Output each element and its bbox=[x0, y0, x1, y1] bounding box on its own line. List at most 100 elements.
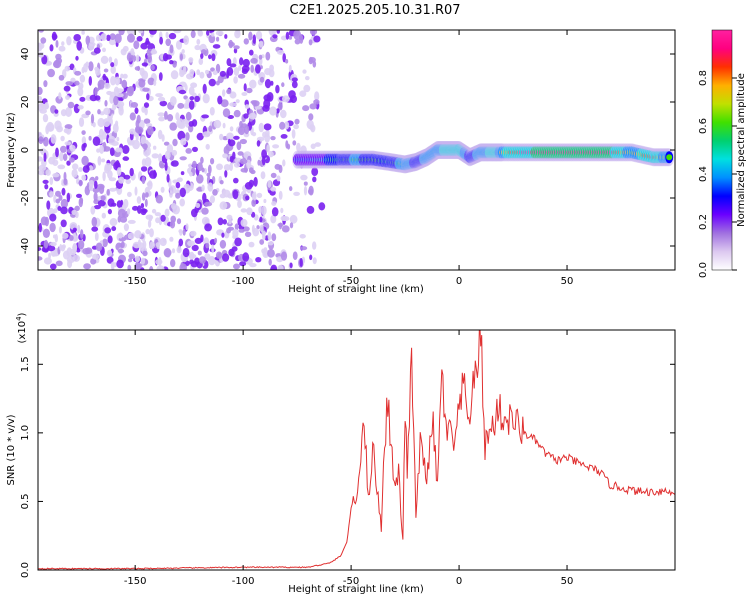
heatmap-noise-cell bbox=[100, 195, 106, 201]
heatmap-noise-cell bbox=[215, 80, 220, 86]
heatmap-noise-cell bbox=[107, 235, 113, 244]
heatmap-noise-cell bbox=[102, 47, 106, 53]
heatmap-noise-cell bbox=[185, 223, 189, 231]
heatmap-noise-cell bbox=[90, 258, 97, 265]
heatmap-noise-cell bbox=[94, 86, 98, 97]
heatmap-noise-cell bbox=[255, 257, 262, 263]
heatmap-noise-cell bbox=[104, 227, 112, 234]
heatmap-noise-cell bbox=[294, 38, 301, 45]
heatmap-noise-cell bbox=[271, 233, 277, 242]
heatmap-noise-cell bbox=[38, 256, 43, 261]
heatmap-noise-cell bbox=[94, 180, 98, 189]
heatmap-noise-cell bbox=[79, 96, 86, 102]
heatmap-noise-cell bbox=[38, 42, 43, 52]
heatmap-noise-cell bbox=[179, 230, 183, 236]
heatmap-noise-cell bbox=[256, 225, 260, 230]
snr-y-tick-label: 0.0 bbox=[20, 562, 31, 578]
heatmap-noise-cell bbox=[44, 184, 49, 190]
heatmap-noise-cell bbox=[51, 252, 60, 257]
heatmap-noise-cell bbox=[234, 223, 239, 231]
snr-y-ticks: 0.0 0.5 1.0 1.5 bbox=[20, 356, 675, 578]
heatmap-noise-cell bbox=[137, 65, 140, 72]
heatmap-noise-cell bbox=[159, 36, 164, 45]
heatmap-noise-cell bbox=[313, 99, 320, 105]
heatmap-noise-cell bbox=[308, 56, 313, 65]
heatmap-noise-cell bbox=[127, 264, 132, 270]
heatmap-noise-cell bbox=[267, 248, 275, 258]
heatmap-noise-cell bbox=[157, 96, 166, 102]
heatmap-noise-cell bbox=[145, 192, 149, 198]
heatmap-noise-cell bbox=[158, 116, 166, 122]
heatmap-noise-cell bbox=[179, 198, 185, 207]
heatmap-noise-cell bbox=[176, 118, 185, 129]
heatmap-noise-cell bbox=[259, 40, 264, 48]
heatmap-noise-cell bbox=[288, 90, 296, 99]
heatmap-noise-cell bbox=[164, 208, 170, 217]
heatmap-noise-cell bbox=[129, 167, 134, 177]
heatmap-noise-cell bbox=[259, 224, 264, 233]
heatmap-noise-cell bbox=[238, 65, 242, 71]
heatmap-noise-cell bbox=[194, 237, 203, 244]
heatmap-noise-cell bbox=[57, 164, 66, 170]
heatmap-noise-cell bbox=[223, 164, 231, 171]
heatmap-noise-cell bbox=[251, 132, 257, 137]
heatmap-noise-cell bbox=[95, 176, 99, 181]
heatmap-noise-cell bbox=[38, 136, 44, 145]
heatmap-noise-cell bbox=[243, 113, 249, 119]
heatmap-noise-cell bbox=[72, 243, 77, 254]
heatmap-noise-cell bbox=[255, 64, 261, 74]
heatmap-noise-cell bbox=[206, 30, 210, 36]
heatmap-noise-cell bbox=[207, 164, 212, 175]
heatmap-noise-cell bbox=[169, 44, 174, 54]
heatmap-noise-cell bbox=[145, 214, 154, 220]
heatmap-noise-cell bbox=[93, 192, 98, 202]
heatmap-noise-cell bbox=[70, 77, 76, 83]
heatmap-noise-cell bbox=[312, 257, 317, 265]
heatmap-noise-cell bbox=[82, 248, 90, 255]
heatmap-noise-cell bbox=[262, 232, 266, 241]
heatmap-noise-cell bbox=[171, 149, 178, 156]
heatmap-noise-cell bbox=[108, 38, 116, 46]
heatmap-noise-cell bbox=[94, 232, 99, 242]
heatmap-noise-cell bbox=[155, 93, 164, 98]
heatmap-noise-cell bbox=[63, 128, 70, 134]
heatmap-noise-cell bbox=[116, 200, 123, 208]
heatmap-noise-cell bbox=[136, 114, 141, 124]
heatmap-noise-cell bbox=[165, 31, 169, 39]
heatmap-noise-cell bbox=[267, 231, 272, 241]
heatmap-noise-cell bbox=[189, 171, 193, 177]
heatmap-noise-cell bbox=[191, 244, 199, 252]
heatmap-noise-cell bbox=[139, 267, 145, 270]
heatmap-noise-cell bbox=[236, 141, 242, 151]
heatmap-noise-cell bbox=[277, 264, 284, 270]
heatmap-noise-cell bbox=[91, 216, 98, 227]
heatmap-noise-cell bbox=[264, 133, 271, 143]
heatmap-noise-cell bbox=[102, 73, 107, 81]
heatmap-noise-cell bbox=[106, 90, 113, 96]
heatmap-noise-cell bbox=[107, 249, 113, 257]
heatmap-noise-cell bbox=[209, 106, 215, 116]
heatmap-noise-cell bbox=[169, 96, 177, 106]
heatmap-noise-cell bbox=[73, 34, 81, 42]
heatmap-noise-cell bbox=[108, 135, 116, 145]
heatmap-noise-cell bbox=[189, 69, 195, 77]
snr-x-tick-label: -50 bbox=[343, 576, 359, 587]
heatmap-noise-cell bbox=[200, 156, 204, 164]
heatmap-noise-cell bbox=[76, 40, 82, 51]
heatmap-noise-cell bbox=[66, 36, 72, 46]
heatmap-noise-cell bbox=[127, 86, 135, 94]
colorbar-tick-label: 0.6 bbox=[698, 118, 709, 134]
heatmap-noise-cell bbox=[113, 58, 118, 67]
heatmap-noise-cell bbox=[243, 83, 247, 92]
heatmap-noise-cell bbox=[110, 75, 116, 86]
heatmap-noise-cell bbox=[208, 78, 216, 87]
heatmap-y-tick-label: -40 bbox=[20, 238, 31, 254]
heatmap-noise-cell bbox=[58, 194, 63, 201]
heatmap-noise-cell bbox=[209, 195, 215, 204]
heatmap-noise-cell bbox=[39, 108, 47, 114]
heatmap-noise-cell bbox=[293, 30, 301, 40]
heatmap-noise-cell bbox=[220, 99, 229, 108]
heatmap-noise-cell bbox=[45, 169, 51, 176]
heatmap-noise-cell bbox=[66, 192, 71, 203]
